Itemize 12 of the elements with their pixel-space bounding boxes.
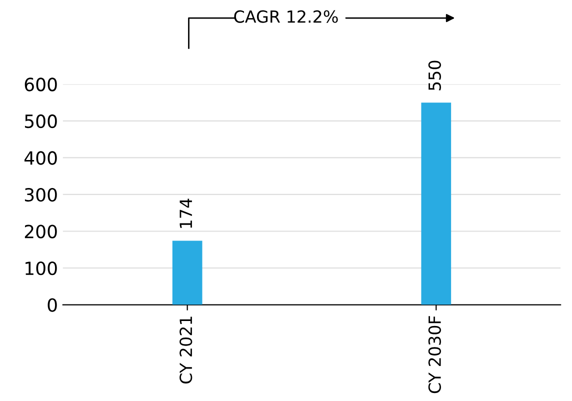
y-tick-label: 100 <box>26 261 57 276</box>
text: CAGR 12.2% <box>234 10 338 23</box>
y-tick-label: 500 <box>24 114 57 128</box>
y-tick-label: 200 <box>24 224 57 238</box>
data-label: 174 <box>180 198 192 228</box>
y-tick-label: 600 <box>24 78 57 92</box>
x-tick-label: CY 2030F <box>428 316 441 394</box>
y-tick-label: 300 <box>24 188 57 202</box>
x-tick-label: CY 2021 <box>180 316 192 384</box>
y-tick-label: 400 <box>24 151 57 165</box>
y-tick-label: 0 <box>48 298 57 312</box>
data-label: 550 <box>428 60 441 90</box>
